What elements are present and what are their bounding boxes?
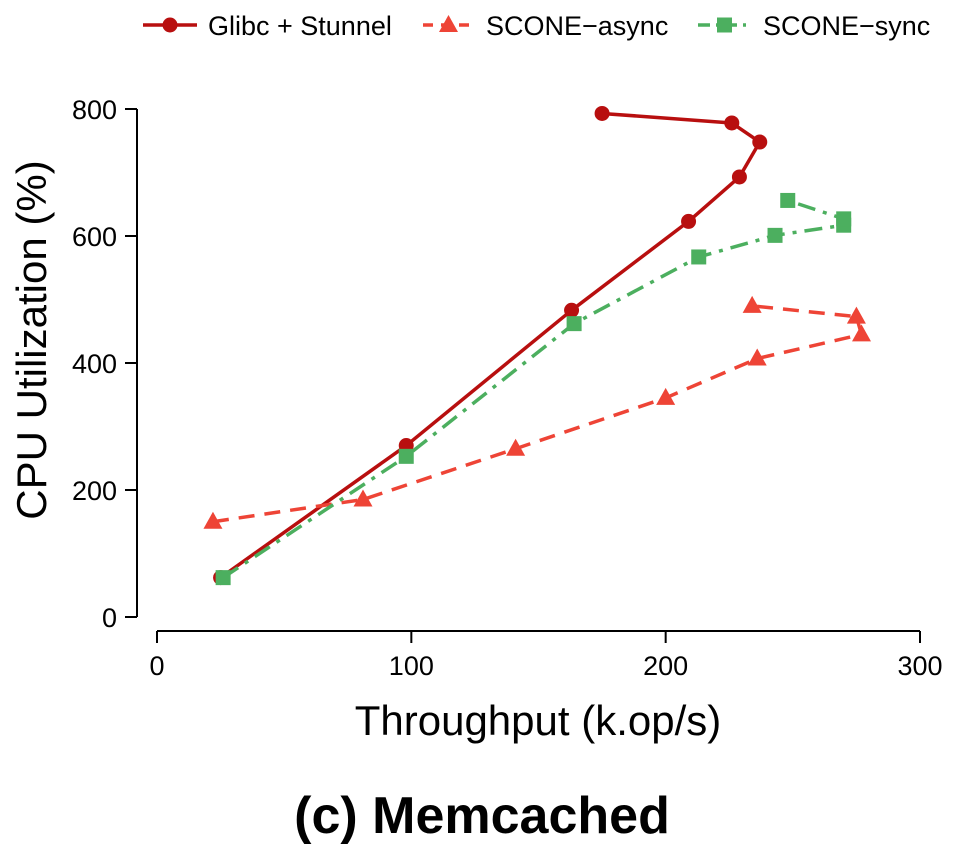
- data-point: [594, 105, 610, 121]
- x-axis-title: Throughput (k.op/s): [355, 697, 722, 744]
- data-point: [215, 570, 231, 586]
- legend-item: SCONE−sync: [698, 11, 930, 41]
- x-tick-label: 0: [149, 651, 164, 681]
- legend-item: Glibc + Stunnel: [143, 11, 392, 41]
- data-point: [564, 302, 580, 318]
- data-point: [846, 306, 866, 324]
- x-tick-label: 100: [389, 651, 434, 681]
- data-point: [203, 511, 223, 529]
- legend-marker: [439, 15, 458, 32]
- data-point: [506, 438, 526, 456]
- legend-label: SCONE−sync: [763, 11, 930, 41]
- data-point: [752, 134, 768, 150]
- data-point: [767, 227, 783, 243]
- data-point: [836, 211, 852, 227]
- data-point: [656, 387, 676, 405]
- axes: 0 200 400 600 800 0 100 200 300: [72, 95, 943, 681]
- data-point: [681, 213, 697, 229]
- y-tick-label: 600: [72, 222, 117, 252]
- x-ticks: 0 100 200 300: [149, 631, 943, 681]
- y-tick-label: 800: [72, 95, 117, 125]
- legend-marker: [162, 17, 178, 33]
- data-point: [852, 324, 872, 342]
- legend: Glibc + Stunnel SCONE−async SCONE−sync: [143, 11, 930, 41]
- data-point: [398, 448, 414, 464]
- data-point: [747, 348, 767, 366]
- legend-label: SCONE−async: [486, 11, 668, 41]
- data-point: [780, 192, 796, 208]
- data-point: [742, 295, 762, 313]
- data-point: [691, 249, 707, 265]
- series-0: [213, 105, 768, 586]
- data-point: [353, 489, 373, 507]
- series-line: [212, 304, 864, 524]
- legend-item: SCONE−async: [423, 11, 668, 41]
- legend-marker: [717, 17, 732, 33]
- data-point: [731, 169, 747, 185]
- y-tick-label: 400: [72, 349, 117, 379]
- figure-caption: (c) Memcached: [294, 787, 670, 845]
- y-tick-label: 0: [102, 603, 117, 633]
- plot-area: [203, 105, 872, 586]
- series-2: [215, 192, 852, 586]
- x-tick-label: 200: [643, 651, 688, 681]
- series-1: [203, 295, 872, 529]
- x-tick-label: 300: [897, 651, 942, 681]
- legend-label: Glibc + Stunnel: [208, 11, 392, 41]
- data-point: [566, 316, 582, 332]
- data-point: [724, 115, 740, 131]
- y-axis-title: CPU Utilization (%): [8, 160, 55, 519]
- y-tick-label: 200: [72, 476, 117, 506]
- y-ticks: 0 200 400 600 800: [72, 95, 137, 633]
- series-line: [222, 198, 846, 580]
